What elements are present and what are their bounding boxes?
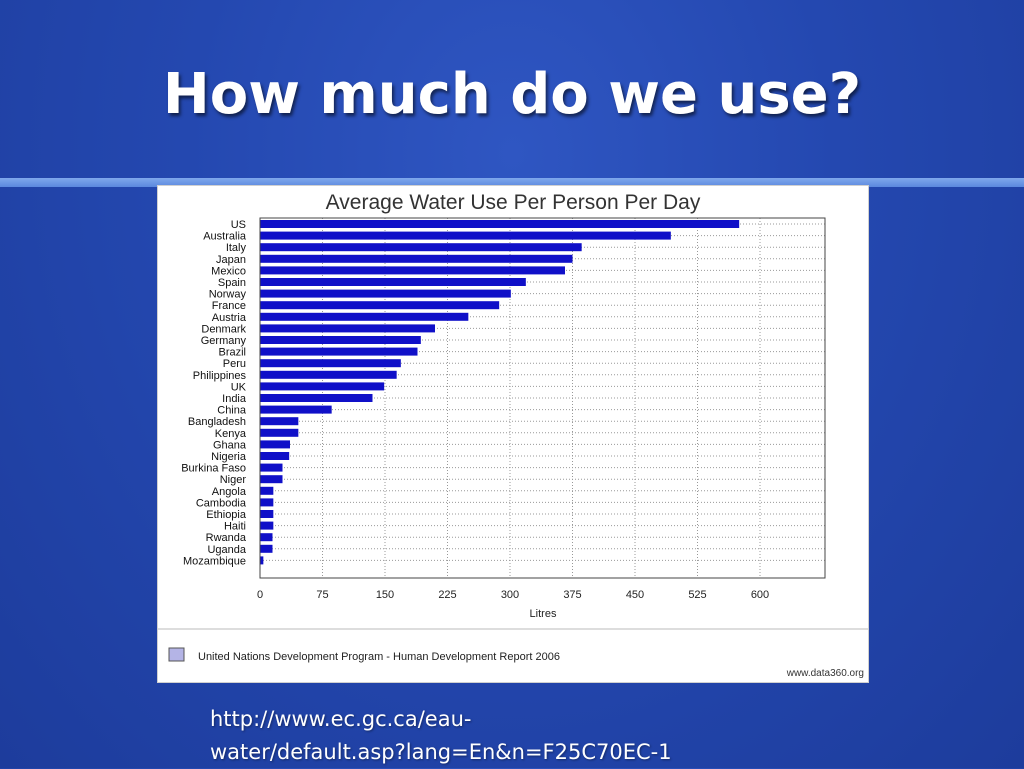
chart-panel: Average Water Use Per Person Per Day US A… xyxy=(157,185,869,683)
category-label: Australia xyxy=(203,231,247,243)
category-label: US xyxy=(231,219,246,231)
source-label: www.data360.org xyxy=(786,668,864,679)
category-label: Niger xyxy=(220,474,247,486)
category-label: Rwanda xyxy=(206,532,247,544)
category-label: Ghana xyxy=(213,439,247,451)
bar xyxy=(260,278,526,286)
bar xyxy=(260,428,299,437)
bar xyxy=(260,486,274,495)
category-label: Japan xyxy=(216,254,246,266)
bar xyxy=(260,359,401,368)
category-label: Kenya xyxy=(215,428,247,440)
category-label: Ethiopia xyxy=(206,509,247,521)
x-tick-label: 600 xyxy=(751,589,769,601)
category-label: India xyxy=(222,393,247,405)
category-label: Italy xyxy=(226,242,247,254)
bar xyxy=(260,463,283,472)
bar xyxy=(260,243,582,252)
x-tick-label: 225 xyxy=(438,589,456,601)
bar xyxy=(260,475,283,484)
bar xyxy=(260,312,469,321)
source-link-line-1[interactable]: http://www.ec.gc.ca/eau- xyxy=(210,707,472,731)
category-label: Germany xyxy=(201,335,247,347)
category-label: Angola xyxy=(212,486,247,498)
bars xyxy=(260,220,740,565)
category-label: Bangladesh xyxy=(188,416,246,428)
source-link-line-2[interactable]: water/default.asp?lang=En&n=F25C70EC-1 xyxy=(210,740,672,764)
category-label: Mozambique xyxy=(183,555,246,567)
bar xyxy=(260,440,290,449)
category-label: UK xyxy=(231,381,247,393)
category-label: Nigeria xyxy=(211,451,247,463)
category-label: China xyxy=(217,405,247,417)
bar xyxy=(260,521,274,530)
x-tick-label: 300 xyxy=(501,589,519,601)
category-label: Burkina Faso xyxy=(181,463,246,475)
bar xyxy=(260,336,421,344)
bar xyxy=(260,254,573,263)
x-axis-label: Litres xyxy=(530,608,557,620)
category-label: Spain xyxy=(218,277,246,289)
title-divider xyxy=(0,178,1024,187)
legend-swatch xyxy=(168,647,185,662)
bar xyxy=(260,266,565,275)
bar xyxy=(260,405,332,414)
bar xyxy=(260,533,273,542)
bar xyxy=(260,417,299,426)
x-tick-label: 150 xyxy=(376,589,394,601)
category-label: Norway xyxy=(209,289,247,301)
bar-chart: Average Water Use Per Person Per Day USA… xyxy=(158,191,868,679)
x-tick-label: 525 xyxy=(688,589,706,601)
x-tick-label: 75 xyxy=(316,589,328,601)
source-link[interactable]: http://www.ec.gc.ca/eau- water/default.a… xyxy=(210,703,672,769)
category-label: Denmark xyxy=(201,323,246,335)
bar xyxy=(260,347,418,356)
category-label: Philippines xyxy=(193,370,247,382)
plot-frame xyxy=(259,217,826,579)
category-label: Brazil xyxy=(218,347,246,359)
category-label: Mexico xyxy=(211,265,246,277)
bar xyxy=(260,231,671,240)
bar xyxy=(260,394,373,402)
category-label: Cambodia xyxy=(196,497,247,509)
bar xyxy=(260,452,290,460)
bar xyxy=(260,510,274,518)
slide-title: How much do we use? xyxy=(162,62,862,127)
category-label: Austria xyxy=(212,312,247,324)
bar xyxy=(260,289,511,298)
category-labels: USAustraliaItalyJapanMexicoSpainNorwayFr… xyxy=(181,219,247,567)
bar xyxy=(260,382,385,391)
bar xyxy=(260,544,273,553)
x-tick-label: 450 xyxy=(626,589,644,601)
chart-title: Average Water Use Per Person Per Day xyxy=(326,191,701,214)
category-label: Uganda xyxy=(207,544,246,556)
bar xyxy=(260,370,397,379)
category-label: Haiti xyxy=(224,521,246,533)
x-tick-label: 0 xyxy=(257,589,263,601)
legend-label: United Nations Development Program - Hum… xyxy=(198,651,560,663)
category-label: France xyxy=(212,300,246,312)
bar xyxy=(260,556,264,565)
category-label: Peru xyxy=(223,358,246,370)
bar xyxy=(260,220,740,228)
bar xyxy=(260,498,274,507)
bar xyxy=(260,301,500,310)
x-tick-label: 375 xyxy=(563,589,581,601)
bar xyxy=(260,324,435,333)
x-tick-labels: 0 75 150 225 300 375 450 525 600 xyxy=(257,589,769,601)
